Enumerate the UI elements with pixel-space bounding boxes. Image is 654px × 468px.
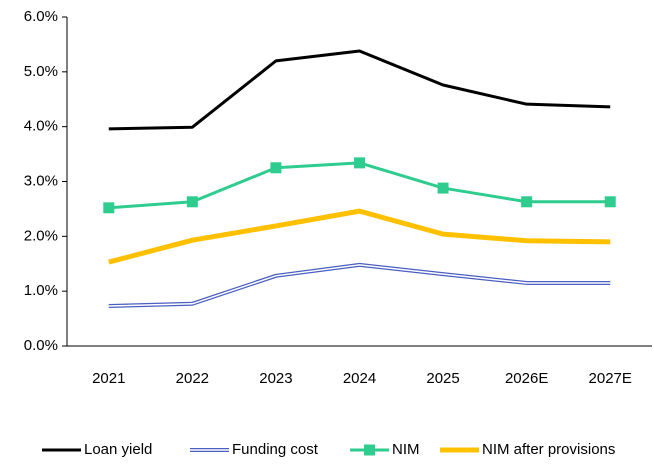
y-tick-label: 0.0% xyxy=(24,337,58,354)
x-tick-label: 2021 xyxy=(92,370,125,387)
marker xyxy=(270,162,282,174)
marker xyxy=(604,196,616,208)
series-line xyxy=(108,262,611,308)
series-line xyxy=(108,49,611,131)
legend-label: NIM after provisions xyxy=(482,441,615,458)
y-tick-label: 4.0% xyxy=(24,118,58,135)
series-line xyxy=(108,161,611,210)
x-tick-label: 2023 xyxy=(259,370,292,387)
legend-label: Loan yield xyxy=(84,441,152,458)
x-tick-label: 2022 xyxy=(176,370,209,387)
series-line-inner xyxy=(108,264,611,307)
legend-label: NIM xyxy=(392,441,420,458)
x-tick-label: 2025 xyxy=(426,370,459,387)
marker xyxy=(186,196,198,208)
y-tick-label: 1.0% xyxy=(24,282,58,299)
marker xyxy=(354,157,365,169)
x-tick-label: 2027E xyxy=(589,370,632,387)
legend-label: Funding cost xyxy=(232,441,319,458)
y-tick-label: 3.0% xyxy=(24,172,58,189)
legend-marker xyxy=(364,444,375,456)
x-tick-label: 2026E xyxy=(505,370,548,387)
marker xyxy=(103,202,115,214)
x-tick-label: 2024 xyxy=(343,370,376,387)
marker xyxy=(437,182,449,194)
y-tick-label: 5.0% xyxy=(24,63,58,80)
marker xyxy=(521,196,533,208)
y-tick-label: 6.0% xyxy=(24,8,58,25)
series-line xyxy=(108,208,611,265)
y-tick-label: 2.0% xyxy=(24,227,58,244)
